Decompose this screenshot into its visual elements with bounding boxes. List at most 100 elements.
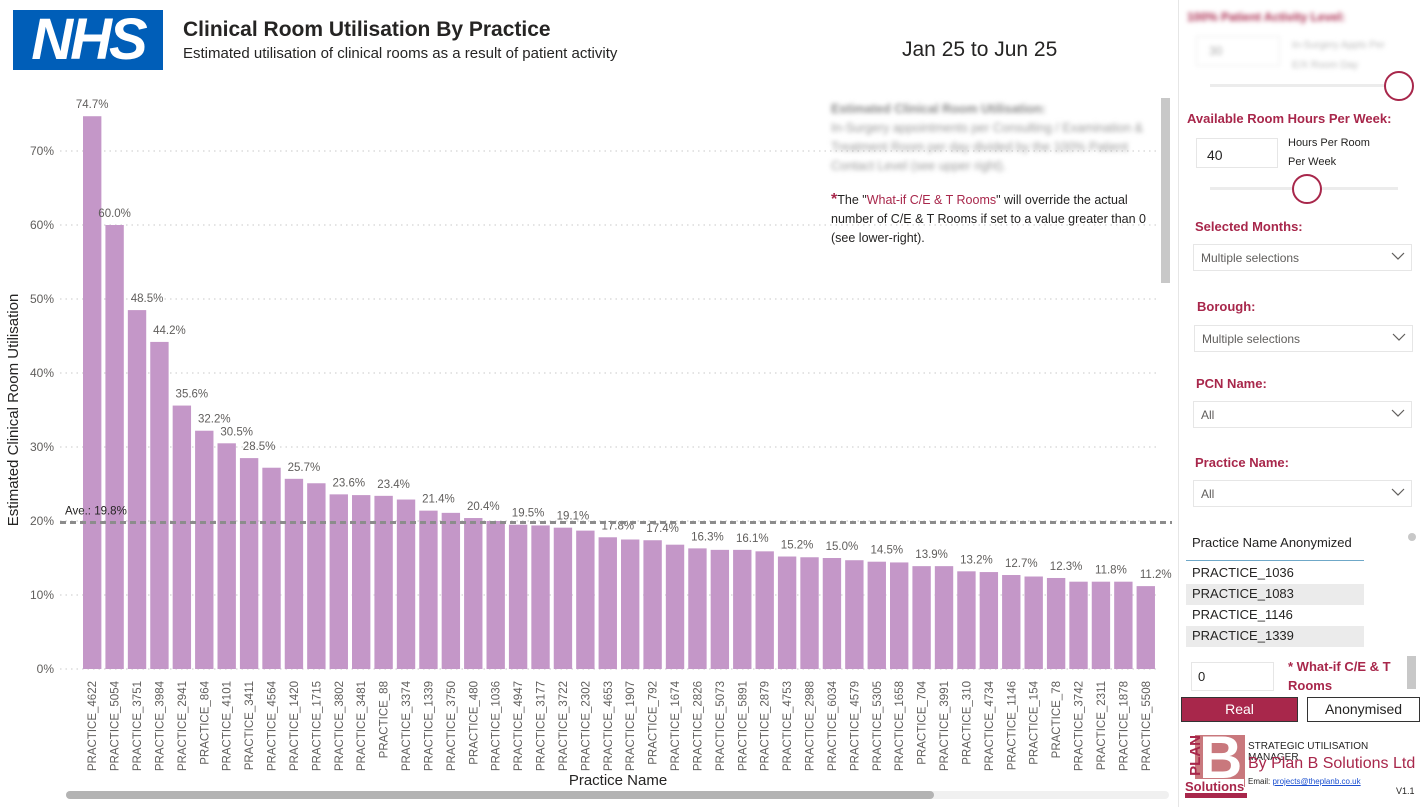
x-tick-label: PRACTICE_2311	[1096, 681, 1108, 770]
bar	[374, 495, 393, 669]
y-tick-label: 40%	[30, 366, 54, 380]
practice-name-label: Practice Name:	[1195, 455, 1289, 470]
data-label: 30.5%	[220, 426, 253, 438]
x-tick-label: PRACTICE_4622	[87, 681, 99, 771]
data-label: 20.4%	[467, 501, 500, 513]
bar	[83, 116, 102, 670]
patient-level-slider-track[interactable]	[1210, 84, 1400, 87]
data-label: 19.1%	[557, 511, 590, 523]
email-link[interactable]: projects@theplanb.co.uk	[1272, 777, 1361, 786]
patient-level-slider-handle[interactable]	[1384, 71, 1414, 101]
slicer-item[interactable]: PRACTICE_1036	[1192, 565, 1294, 580]
logo-solutions: Solutions	[1185, 779, 1245, 794]
bar	[777, 556, 797, 669]
date-range: Jan 25 to Jun 25	[902, 38, 1058, 61]
x-tick-label: PRACTICE_5073	[715, 681, 727, 771]
data-label: 48.5%	[131, 293, 164, 305]
data-label: 17.8%	[601, 520, 634, 532]
chevron-down-icon	[1391, 252, 1405, 260]
slicer-item[interactable]: PRACTICE_1083	[1186, 584, 1364, 605]
panel-scrollbar[interactable]	[1407, 656, 1416, 689]
filter-panel: 100% Patient Activity Level: 30 In-Surge…	[1180, 0, 1421, 807]
data-label: 13.2%	[960, 554, 993, 566]
patient-level-label: 100% Patient Activity Level:	[1187, 10, 1346, 24]
data-label: 11.2%	[1140, 569, 1172, 581]
real-button[interactable]: Real	[1181, 697, 1298, 722]
bar	[957, 571, 976, 669]
x-tick-label: PRACTICE_88	[379, 681, 391, 758]
x-tick-label: PRACTICE_5305	[872, 681, 884, 771]
chart-scrollbar-thumb[interactable]	[66, 791, 934, 799]
data-label: 14.5%	[870, 545, 903, 557]
company-name: By Plan B Solutions Ltd	[1248, 755, 1416, 772]
data-label: 28.5%	[243, 441, 276, 453]
data-label: 25.7%	[288, 462, 321, 474]
y-tick-label: 0%	[37, 662, 55, 676]
x-tick-label: PRACTICE_2879	[760, 681, 772, 771]
x-tick-label: PRACTICE_3802	[334, 681, 346, 771]
bar	[822, 558, 842, 669]
room-hours-label: Available Room Hours Per Week:	[1187, 111, 1392, 126]
x-tick-label: PRACTICE_3991	[939, 681, 951, 771]
pcn-label: PCN Name:	[1196, 376, 1267, 391]
x-tick-label: PRACTICE_78	[1051, 681, 1063, 758]
x-tick-label: PRACTICE_1036	[491, 681, 503, 771]
months-label: Selected Months:	[1195, 219, 1303, 234]
room-hours-input[interactable]: 40	[1196, 138, 1278, 168]
product-name: STRATEGIC UTILISATION MANAGER	[1248, 741, 1369, 763]
bar	[598, 537, 617, 669]
slicer-underline	[1186, 560, 1364, 561]
bar	[284, 478, 304, 669]
slicer-item[interactable]: PRACTICE_1146	[1192, 607, 1293, 622]
anonymised-button[interactable]: Anonymised	[1307, 697, 1420, 722]
chevron-down-icon	[1392, 333, 1406, 341]
borough-dropdown[interactable]: Multiple selections	[1194, 325, 1413, 352]
data-label: 74.7%	[76, 99, 109, 111]
planb-logo: B PLAN Solutions	[1185, 727, 1248, 798]
logo-background	[1195, 735, 1245, 787]
x-tick-label: PRACTICE_864	[199, 680, 211, 764]
whatif-rooms-input[interactable]: 0	[1191, 662, 1274, 691]
practice-name-dropdown[interactable]: All	[1193, 480, 1412, 507]
bar	[1136, 586, 1155, 669]
info-note: Estimated Clinical Room Utilisation: In-S…	[831, 100, 1166, 248]
x-tick-label: PRACTICE_4753	[782, 681, 794, 771]
slicer-item[interactable]: PRACTICE_1339	[1186, 626, 1364, 647]
patient-level-hint: In-Surgery Appts Per E/X Room Day	[1292, 40, 1385, 71]
patient-level-input[interactable]: 30	[1196, 36, 1280, 66]
x-tick-label: PRACTICE_3984	[154, 680, 166, 771]
bar	[127, 310, 147, 669]
bar	[912, 566, 931, 669]
data-label: 23.6%	[332, 477, 365, 489]
x-tick-label: PRACTICE_154	[1029, 680, 1041, 764]
x-tick-label: PRACTICE_4653	[603, 681, 615, 771]
bar	[934, 566, 954, 669]
x-tick-label: PRACTICE_2826	[692, 681, 704, 771]
x-tick-label: PRACTICE_2302	[580, 681, 592, 771]
bar	[1046, 577, 1066, 669]
bar	[688, 548, 707, 669]
note-scrollbar[interactable]	[1161, 98, 1170, 283]
room-hours-hint: Hours Per Room Per Week	[1288, 137, 1370, 168]
y-tick-label: 10%	[30, 588, 54, 602]
bar	[172, 405, 192, 669]
data-label: 21.4%	[422, 494, 455, 506]
x-tick-label: PRACTICE_3177	[536, 681, 548, 771]
average-label: Ave.: 19.8%	[65, 505, 127, 517]
y-tick-label: 20%	[30, 514, 54, 528]
bar	[396, 499, 416, 669]
page-title: Clinical Room Utilisation By Practice	[183, 18, 551, 41]
months-dropdown[interactable]: Multiple selections	[1193, 244, 1412, 271]
whatif-rooms-label: * What-if C/E & T Rooms	[1288, 659, 1391, 693]
room-hours-slider-handle[interactable]	[1292, 174, 1322, 204]
x-tick-label: PRACTICE_3374	[401, 680, 413, 771]
bar	[1024, 576, 1043, 669]
pcn-dropdown[interactable]: All	[1193, 401, 1412, 428]
x-tick-label: PRACTICE_3751	[132, 681, 144, 771]
nhs-logo: NHS	[13, 10, 163, 70]
slicer-scroll-indicator[interactable]	[1408, 533, 1416, 541]
bar	[1091, 581, 1111, 669]
bar	[329, 494, 348, 669]
x-tick-label: PRACTICE_3481	[356, 681, 368, 771]
x-tick-label: PRACTICE_5891	[737, 681, 749, 771]
